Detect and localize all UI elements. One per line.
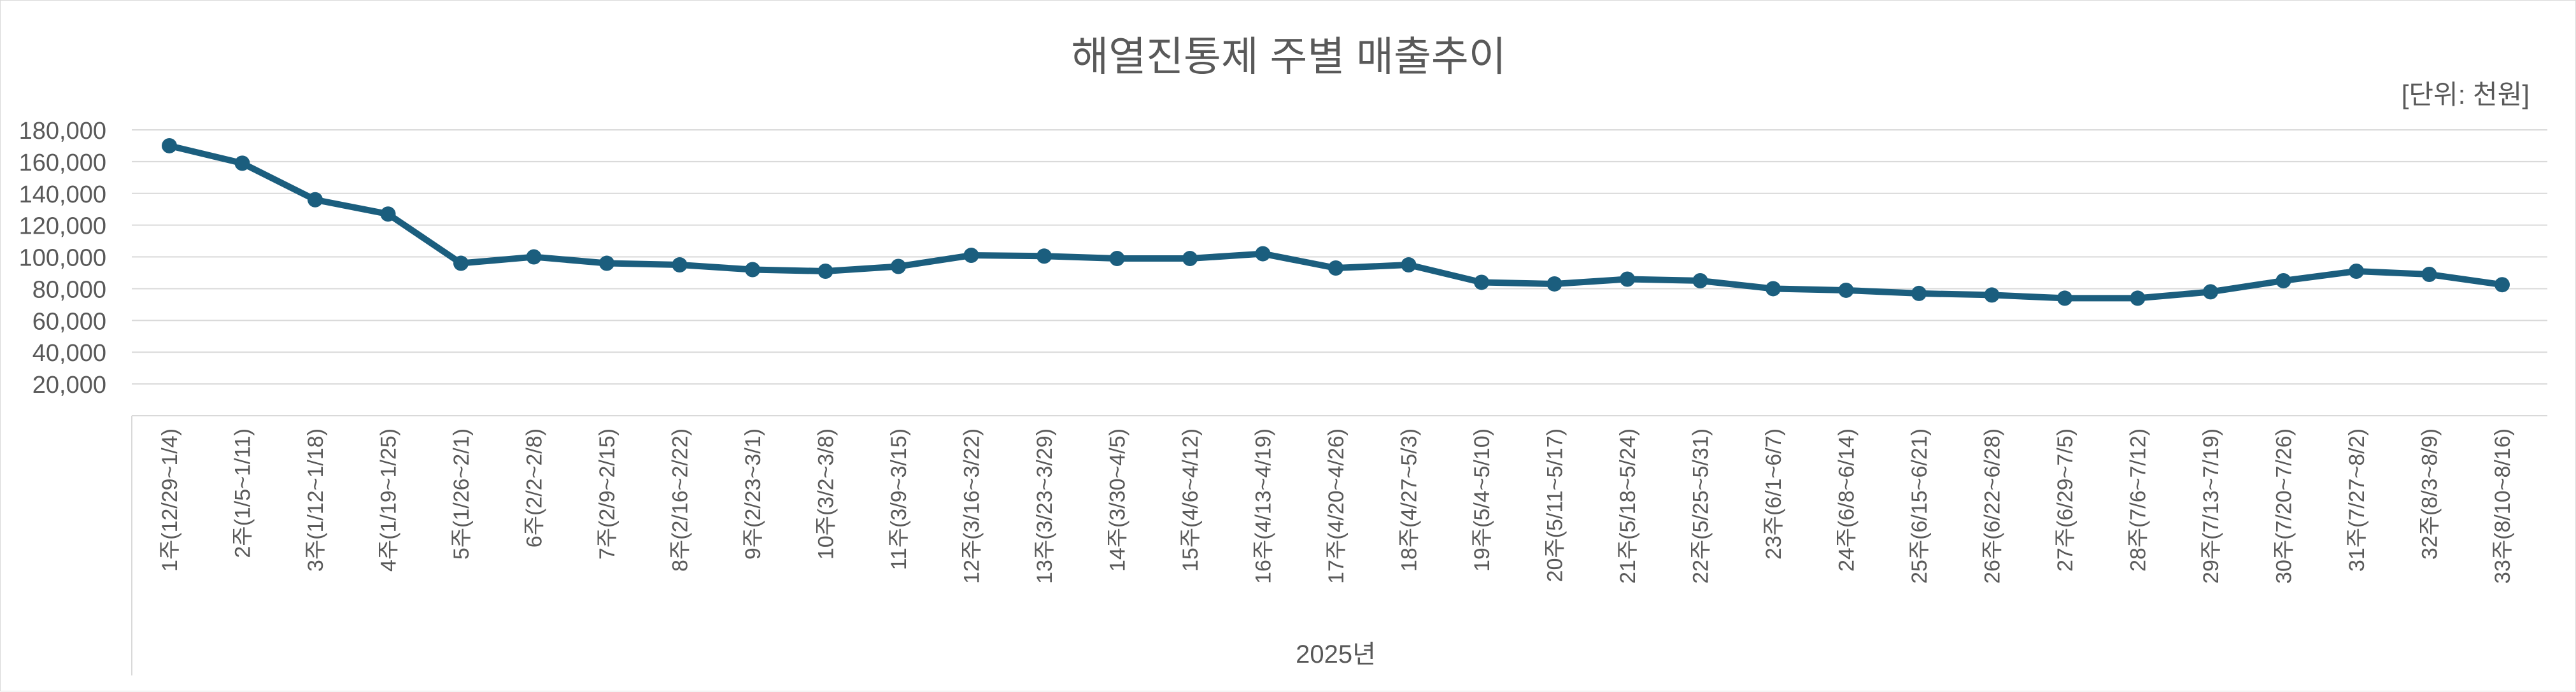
data-point: [1109, 251, 1125, 267]
data-point: [2495, 277, 2510, 293]
x-tick-label: 24주(6/8~6/14): [1835, 428, 1859, 572]
data-point: [2203, 284, 2218, 300]
data-point: [2057, 290, 2072, 306]
data-point: [1984, 287, 2000, 303]
x-tick-label: 30주(7/20~7/26): [2272, 428, 2296, 584]
x-tick-label: 22주(5/25~5/31): [1689, 428, 1713, 584]
data-point: [1546, 276, 1562, 292]
data-point: [380, 206, 396, 222]
data-point: [453, 255, 469, 271]
x-tick-label: 29주(7/13~7/19): [2199, 428, 2223, 584]
x-tick-label: 13주(3/23~3/29): [1033, 428, 1057, 584]
data-point: [1255, 246, 1271, 262]
data-point: [1911, 285, 1927, 301]
data-point: [1838, 282, 1854, 298]
x-tick-label: 11주(3/9~3/15): [887, 428, 911, 570]
x-tick-label: 25주(6/15~6/21): [1907, 428, 1932, 584]
x-tick-label: 28주(7/6~7/12): [2127, 428, 2151, 572]
x-tick-label: 3주(1/12~1/18): [304, 428, 328, 572]
y-tick-label: 160,000: [19, 150, 106, 176]
x-tick-label: 9주(2/23~3/1): [741, 428, 765, 560]
x-tick-label: 27주(6/29~7/5): [2053, 428, 2077, 572]
data-point: [234, 155, 250, 171]
x-axis: [131, 415, 2547, 675]
x-tick-label: 7주(2/9~2/15): [595, 428, 619, 560]
data-point: [963, 248, 979, 264]
x-tick-label: 2주(1/5~1/11): [231, 428, 255, 558]
x-tick-label: 5주(1/26~2/1): [449, 428, 474, 560]
x-tick-label: 12주(3/16~3/22): [960, 428, 984, 584]
y-tick-label: 100,000: [19, 245, 106, 272]
x-tick-label: 33주(8/10~8/16): [2491, 428, 2515, 584]
x-tick-label: 19주(5/4~5/10): [1470, 428, 1494, 572]
data-point: [891, 258, 906, 274]
x-tick-label: 1주(12/29~1/4): [158, 428, 182, 572]
x-tick-label: 17주(4/20~4/26): [1324, 428, 1348, 584]
x-tick-label: 32주(8/3~8/9): [2418, 428, 2442, 560]
gridlines: [132, 129, 2547, 385]
data-point: [672, 257, 688, 273]
data-point: [745, 262, 760, 278]
x-tick-label: 26주(6/22~6/28): [1981, 428, 2005, 584]
y-axis-ticks: 20,000 40,000 60,000 80,000 100,000 120,000 14…: [19, 118, 106, 399]
x-tick-label: 14주(3/30~4/5): [1106, 428, 1130, 572]
x-tick-label: 10주(3/2~3/8): [814, 428, 839, 560]
data-point: [2421, 266, 2437, 282]
data-point: [2130, 290, 2146, 306]
y-tick-label: 80,000: [32, 276, 106, 303]
data-point: [1766, 281, 1781, 297]
data-point: [162, 138, 177, 153]
x-tick-label: 20주(5/11~5/17): [1543, 428, 1568, 582]
x-tick-label: 4주(1/19~1/25): [377, 428, 401, 572]
data-point: [1401, 257, 1417, 273]
y-tick-label: 60,000: [32, 308, 106, 335]
x-axis-ticks: 1주(12/29~1/4) 2주(1/5~1/11) 3주(1/12~1/18) 4주…: [158, 428, 2515, 584]
data-point: [1474, 274, 1489, 290]
y-tick-label: 120,000: [19, 213, 106, 240]
unit-label: [단위: 천원]: [2402, 80, 2530, 109]
data-point: [308, 192, 323, 208]
series-line-group: [162, 138, 2510, 306]
x-tick-label: 18주(4/27~5/3): [1398, 428, 1422, 572]
data-point: [2275, 272, 2291, 288]
x-tick-label: 8주(2/16~2/22): [669, 428, 693, 572]
data-point: [526, 249, 542, 265]
data-point: [599, 255, 614, 271]
chart-title: 해열진통제 주별 매출추이: [1071, 34, 1506, 80]
data-point: [817, 264, 833, 279]
x-tick-label: 16주(4/13~4/19): [1252, 428, 1276, 584]
data-point: [1692, 272, 1708, 288]
x-tick-label: 21주(5/18~5/24): [1616, 428, 1640, 584]
x-tick-label: 23주(6/1~6/7): [1762, 428, 1786, 560]
data-point: [1037, 248, 1052, 264]
data-point: [1620, 271, 1635, 287]
data-point: [2349, 264, 2364, 279]
x-tick-label: 15주(4/6~4/12): [1178, 428, 1203, 572]
data-point: [1182, 251, 1198, 267]
x-tick-label: 31주(7/27~8/2): [2345, 428, 2369, 572]
y-tick-label: 40,000: [32, 340, 106, 367]
x-axis-title: 2025년: [1296, 640, 1376, 668]
y-tick-label: 20,000: [32, 372, 106, 399]
y-tick-label: 180,000: [19, 118, 106, 145]
data-point: [1328, 260, 1343, 276]
x-tick-label: 6주(2/2~2/8): [523, 428, 547, 547]
y-tick-label: 140,000: [19, 181, 106, 208]
